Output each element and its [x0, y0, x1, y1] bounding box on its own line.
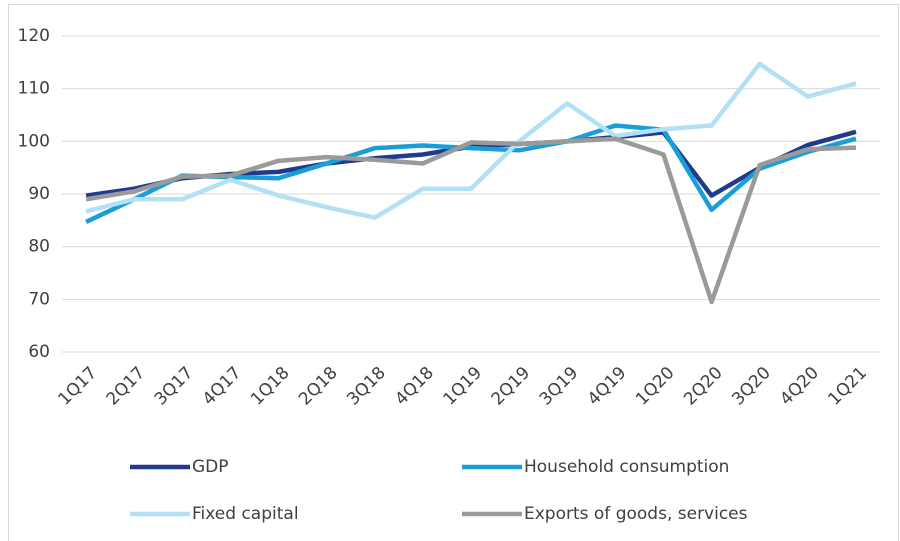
x-tick-label: 1Q21: [824, 363, 871, 410]
x-tick-label: 1Q19: [440, 363, 487, 410]
series-line: [85, 61, 857, 220]
series-line: [85, 123, 857, 224]
legend-label: Exports of goods, services: [524, 504, 748, 524]
x-tick-label: 2Q19: [488, 363, 535, 410]
x-tick-label: 4Q20: [776, 363, 823, 410]
y-tick-label: 70: [28, 289, 50, 309]
x-tick-label: 4Q18: [391, 363, 438, 410]
y-tick-label: 60: [28, 342, 50, 362]
x-tick-label: 3Q18: [343, 363, 390, 410]
legend-label: GDP: [192, 457, 229, 477]
x-tick-label: 3Q17: [151, 363, 198, 410]
x-tick-label: 4Q17: [199, 363, 246, 410]
x-tick-label: 1Q17: [55, 363, 102, 410]
y-tick-label: 90: [28, 184, 50, 204]
x-tick-label: 1Q18: [247, 363, 294, 410]
x-tick-label: 4Q19: [584, 363, 631, 410]
legend-label: Fixed capital: [192, 504, 299, 524]
y-tick-label: 80: [28, 237, 50, 257]
x-tick-label: 3Q20: [728, 363, 775, 410]
y-tick-label: 110: [18, 79, 50, 99]
x-tick-label: 3Q19: [536, 363, 583, 410]
legend-label: Household consumption: [524, 457, 729, 477]
series-line: [85, 136, 857, 305]
x-tick-label: 2Q20: [680, 363, 727, 410]
chart-frame: [8, 4, 899, 541]
x-tick-label: 1Q20: [632, 363, 679, 410]
x-tick-label: 2Q17: [103, 363, 150, 410]
x-tick-label: 2Q18: [295, 363, 342, 410]
y-tick-label: 120: [18, 26, 50, 46]
y-tick-label: 100: [18, 131, 50, 151]
